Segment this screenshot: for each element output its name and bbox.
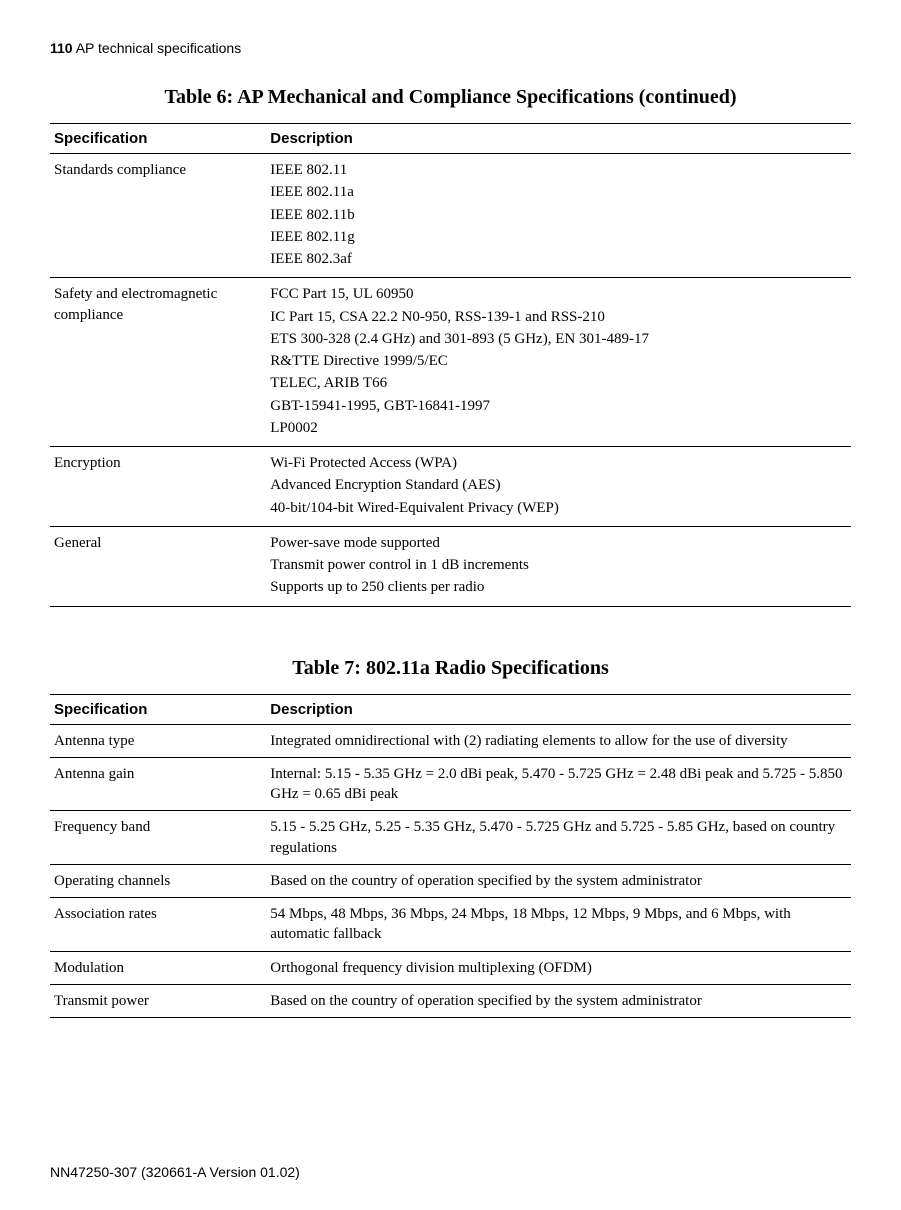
spec-cell: Standards compliance <box>50 154 266 278</box>
desc-line: Wi-Fi Protected Access (WPA) <box>270 453 847 473</box>
desc-line: IEEE 802.11b <box>270 205 847 225</box>
desc-line: ETS 300-328 (2.4 GHz) and 301-893 (5 GHz… <box>270 329 847 349</box>
table7-col-spec: Specification <box>50 694 266 724</box>
desc-line: LP0002 <box>270 418 847 438</box>
table-row: Standards complianceIEEE 802.11IEEE 802.… <box>50 154 851 278</box>
table6-header-row: Specification Description <box>50 124 851 154</box>
desc-line: Power-save mode supported <box>270 533 847 553</box>
desc-line: R&TTE Directive 1999/5/EC <box>270 351 847 371</box>
spec-cell: Frequency band <box>50 811 266 865</box>
desc-cell: Based on the country of operation specif… <box>266 864 851 897</box>
table-row: Antenna gainInternal: 5.15 - 5.35 GHz = … <box>50 757 851 811</box>
spec-cell: Encryption <box>50 447 266 527</box>
table-row: Transmit powerBased on the country of op… <box>50 984 851 1017</box>
table-row: GeneralPower-save mode supportedTransmit… <box>50 526 851 606</box>
table-row: Association rates54 Mbps, 48 Mbps, 36 Mb… <box>50 898 851 952</box>
desc-line: IEEE 802.11a <box>270 182 847 202</box>
table-row: ModulationOrthogonal frequency division … <box>50 951 851 984</box>
table6: Specification Description Standards comp… <box>50 123 851 607</box>
page-header: 110 AP technical specifications <box>50 40 851 56</box>
table-row: Antenna typeIntegrated omnidirectional w… <box>50 724 851 757</box>
desc-line: Supports up to 250 clients per radio <box>270 577 847 597</box>
spec-cell: Modulation <box>50 951 266 984</box>
desc-line: IEEE 802.11 <box>270 160 847 180</box>
desc-cell: Orthogonal frequency division multiplexi… <box>266 951 851 984</box>
table6-col-spec: Specification <box>50 124 266 154</box>
desc-cell: IEEE 802.11IEEE 802.11aIEEE 802.11bIEEE … <box>266 154 851 278</box>
spec-cell: General <box>50 526 266 606</box>
section-title: AP technical specifications <box>76 40 242 56</box>
desc-cell: 5.15 - 5.25 GHz, 5.25 - 5.35 GHz, 5.470 … <box>266 811 851 865</box>
desc-line: 40-bit/104-bit Wired-Equivalent Privacy … <box>270 498 847 518</box>
spec-cell: Transmit power <box>50 984 266 1017</box>
table7-header-row: Specification Description <box>50 694 851 724</box>
table7-col-desc: Description <box>266 694 851 724</box>
desc-cell: Based on the country of operation specif… <box>266 984 851 1017</box>
table6-title: Table 6: AP Mechanical and Compliance Sp… <box>50 86 851 109</box>
spec-cell: Safety and electromagnetic compliance <box>50 278 266 447</box>
spec-cell: Association rates <box>50 898 266 952</box>
desc-line: IC Part 15, CSA 22.2 N0-950, RSS-139-1 a… <box>270 307 847 327</box>
desc-line: IEEE 802.3af <box>270 249 847 269</box>
table7: Specification Description Antenna typeIn… <box>50 694 851 1019</box>
table6-col-desc: Description <box>266 124 851 154</box>
table-row: Frequency band5.15 - 5.25 GHz, 5.25 - 5.… <box>50 811 851 865</box>
spec-cell: Antenna type <box>50 724 266 757</box>
desc-line: TELEC, ARIB T66 <box>270 373 847 393</box>
desc-cell: 54 Mbps, 48 Mbps, 36 Mbps, 24 Mbps, 18 M… <box>266 898 851 952</box>
table6-body: Standards complianceIEEE 802.11IEEE 802.… <box>50 154 851 607</box>
table7-body: Antenna typeIntegrated omnidirectional w… <box>50 724 851 1018</box>
desc-line: Transmit power control in 1 dB increment… <box>270 555 847 575</box>
table7-title: Table 7: 802.11a Radio Specifications <box>50 657 851 680</box>
desc-line: GBT-15941-1995, GBT-16841-1997 <box>270 396 847 416</box>
desc-line: FCC Part 15, UL 60950 <box>270 284 847 304</box>
desc-line: Advanced Encryption Standard (AES) <box>270 475 847 495</box>
desc-cell: FCC Part 15, UL 60950 IC Part 15, CSA 22.… <box>266 278 851 447</box>
table-row: Operating channelsBased on the country o… <box>50 864 851 897</box>
desc-cell: Power-save mode supportedTransmit power … <box>266 526 851 606</box>
desc-line: IEEE 802.11g <box>270 227 847 247</box>
desc-cell: Integrated omnidirectional with (2) radi… <box>266 724 851 757</box>
spec-cell: Antenna gain <box>50 757 266 811</box>
footer-doc-id: NN47250-307 (320661-A Version 01.02) <box>50 1164 300 1180</box>
table-row: EncryptionWi-Fi Protected Access (WPA)Ad… <box>50 447 851 527</box>
desc-cell: Wi-Fi Protected Access (WPA)Advanced Enc… <box>266 447 851 527</box>
page-number: 110 <box>50 40 73 56</box>
spec-cell: Operating channels <box>50 864 266 897</box>
table-row: Safety and electromagnetic complianceFCC… <box>50 278 851 447</box>
desc-cell: Internal: 5.15 - 5.35 GHz = 2.0 dBi peak… <box>266 757 851 811</box>
